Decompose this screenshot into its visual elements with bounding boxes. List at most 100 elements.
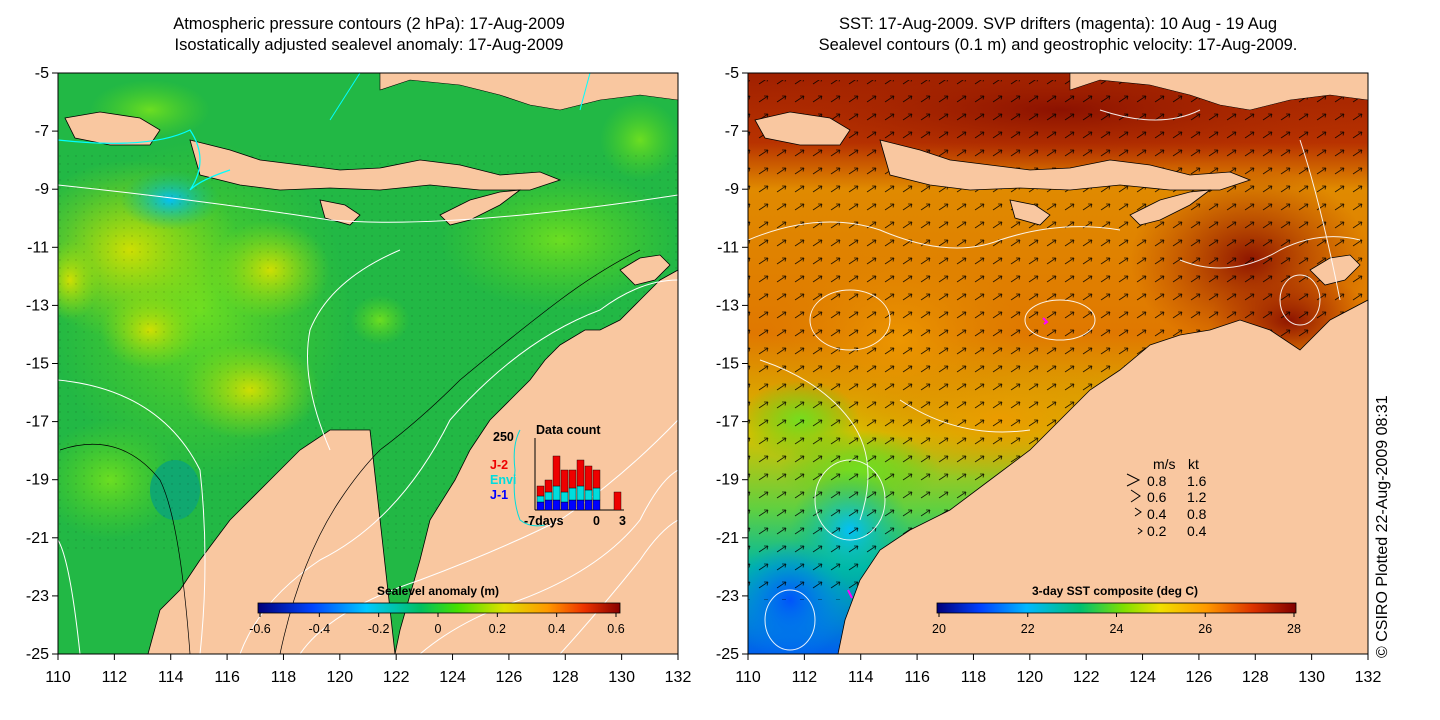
velocity-legend: m/s kt 0.8 1.6 0.6 1.2 0.4 0.8 0.2 0.4 [1126, 456, 1207, 539]
colorbar-tick-label: 0.4 [548, 622, 565, 636]
right-lon-tick-label: 122 [1073, 669, 1100, 686]
left-lon-tick-label: 112 [102, 669, 128, 686]
australia-land [394, 269, 678, 654]
inset-ymax-label: 250 [493, 430, 514, 444]
velocity-header-ms: m/s [1153, 456, 1176, 472]
right-lon-tick-label: 120 [1016, 669, 1043, 686]
inset-bar-segment [544, 491, 553, 501]
velocity-row-4-ms: 0.2 [1147, 523, 1167, 539]
colorbar-tick-label: -0.4 [309, 622, 331, 636]
left-title-line1: Atmospheric pressure contours (2 hPa): 1… [173, 15, 565, 33]
right-lat-tick-label: -7 [725, 123, 739, 140]
left-title-line2: Isostatically adjusted sealevel anomaly:… [174, 36, 564, 54]
pressure-contours [58, 184, 678, 654]
inset-bar-segment [592, 469, 601, 489]
left-lon-tick-label: 120 [326, 669, 353, 686]
left-lat-tick-label: -23 [26, 588, 49, 605]
right-lon-tick-label: 124 [1129, 669, 1156, 686]
inset-bar-segment [536, 501, 545, 511]
sst-colorbar [936, 602, 1297, 614]
colorbar-tick-label: -0.6 [249, 622, 271, 636]
right-title-line1: SST: 17-Aug-2009. SVP drifters (magenta)… [838, 15, 1278, 33]
colorbar-tick-label: 22 [1021, 622, 1035, 636]
left-lon-tick-label: 122 [383, 669, 410, 686]
left-lon-tick-label: 132 [665, 669, 692, 686]
left-panel-title: Atmospheric pressure contours (2 hPa): 1… [58, 14, 680, 56]
velocity-header-kt: kt [1188, 456, 1199, 472]
inset-bar-segment [576, 485, 585, 501]
right-lon-tick-label: 132 [1355, 669, 1382, 686]
inset-bar-segment [536, 485, 545, 497]
sst-map [748, 73, 1368, 654]
left-lat-tick-label: -15 [26, 356, 49, 373]
left-lon-tick-label: 124 [439, 669, 466, 686]
sla-colorbar-title: Sealevel anomaly (m) [377, 584, 499, 598]
right-lat-tick-label: -15 [716, 356, 739, 373]
velocity-row-2-ms: 0.6 [1147, 489, 1167, 505]
java-island [64, 111, 161, 146]
right-lon-tick-label: 110 [735, 669, 761, 686]
right-lat-tick-label: -13 [716, 297, 739, 314]
colorbar-tick-label: 0.2 [489, 622, 506, 636]
colorbar-tick-label: 28 [1287, 622, 1301, 636]
left-lat-tick-label: -17 [26, 414, 49, 431]
inset-bar-segment [592, 499, 601, 511]
nusa-tenggara-islands [189, 139, 562, 191]
inset-x-left: -7days [524, 514, 564, 528]
right-lon-tick-label: 112 [792, 669, 818, 686]
timor-island [439, 189, 522, 226]
inset-bar-segment [552, 499, 561, 511]
inset-bar-segment [568, 487, 577, 501]
right-lon-tick-label: 130 [1298, 669, 1325, 686]
colorbar-tick-label: 24 [1110, 622, 1124, 636]
left-lat-tick-label: -19 [26, 472, 49, 489]
velocity-row-1-ms: 0.8 [1147, 473, 1167, 489]
colorbar-tick-label: -0.2 [368, 622, 390, 636]
inset-bar-segment [613, 491, 622, 511]
inset-label-j2: J-2 [490, 458, 508, 472]
left-lat-tick-label: -9 [35, 181, 49, 198]
inset-bar-segment [584, 489, 593, 501]
australia-land-sst [837, 299, 1368, 654]
right-lon-tick-label: 126 [1186, 669, 1213, 686]
inset-bar-segment [584, 499, 593, 511]
inset-bar-segment [536, 495, 545, 503]
sst-colorbar-ticks: 20 22 24 26 28 [932, 613, 1301, 636]
right-lat-tick-label: -9 [725, 181, 739, 198]
inset-label-envi: Envi [490, 473, 516, 487]
inset-bar-segment [576, 499, 585, 511]
inset-bar-segment [560, 469, 569, 493]
inset-bar-layer [536, 455, 622, 511]
colorbar-tick-label: 0 [435, 622, 442, 636]
left-lon-tick-label: 116 [214, 669, 240, 686]
sla-colorbar-ticks: -0.6 -0.4 -0.2 0 0.2 0.4 0.6 [249, 613, 625, 636]
left-lat-tick-label: -5 [35, 65, 49, 82]
csiro-credit: © CSIRO Plotted 22-Aug-2009 08:31 [1374, 395, 1391, 658]
left-lon-tick-label: 110 [45, 669, 71, 686]
inset-x-mid: 0 [593, 514, 600, 528]
velocity-arrow-08 [1126, 473, 1141, 487]
colorbar-tick-label: 26 [1198, 622, 1212, 636]
inset-bar-segment [592, 487, 601, 501]
colorbar-tick-label: 0.6 [607, 622, 624, 636]
inset-bar-segment [544, 499, 553, 511]
inset-bar-segment [552, 485, 561, 501]
sla-colorbar [257, 602, 621, 614]
left-lon-tick-label: 114 [158, 669, 184, 686]
inset-bar-segment [560, 491, 569, 503]
velocity-row-2-kt: 1.2 [1187, 489, 1207, 505]
inset-bar-segment [584, 465, 593, 491]
svp-drifter-track [1042, 317, 1049, 325]
right-title-line2: Sealevel contours (0.1 m) and geostrophi… [818, 36, 1298, 54]
inset-label-j1: J-1 [490, 488, 508, 502]
velocity-arrow-06 [1130, 489, 1141, 503]
left-lat-tick-label: -21 [26, 530, 49, 547]
velocity-row-4-kt: 0.4 [1187, 523, 1207, 539]
velocity-row-3-ms: 0.4 [1147, 506, 1167, 522]
inset-bar-segment [560, 501, 569, 511]
axes-layer: -5 -7 -9 -11 -13 -15 -17 -19 -21 -23 -25 110 112 114 1… [26, 65, 1382, 686]
sla-map [58, 73, 678, 654]
inset-bar-segment [568, 469, 577, 489]
colorbar-tick-label: 20 [932, 622, 946, 636]
right-lon-tick-label: 118 [961, 669, 987, 686]
